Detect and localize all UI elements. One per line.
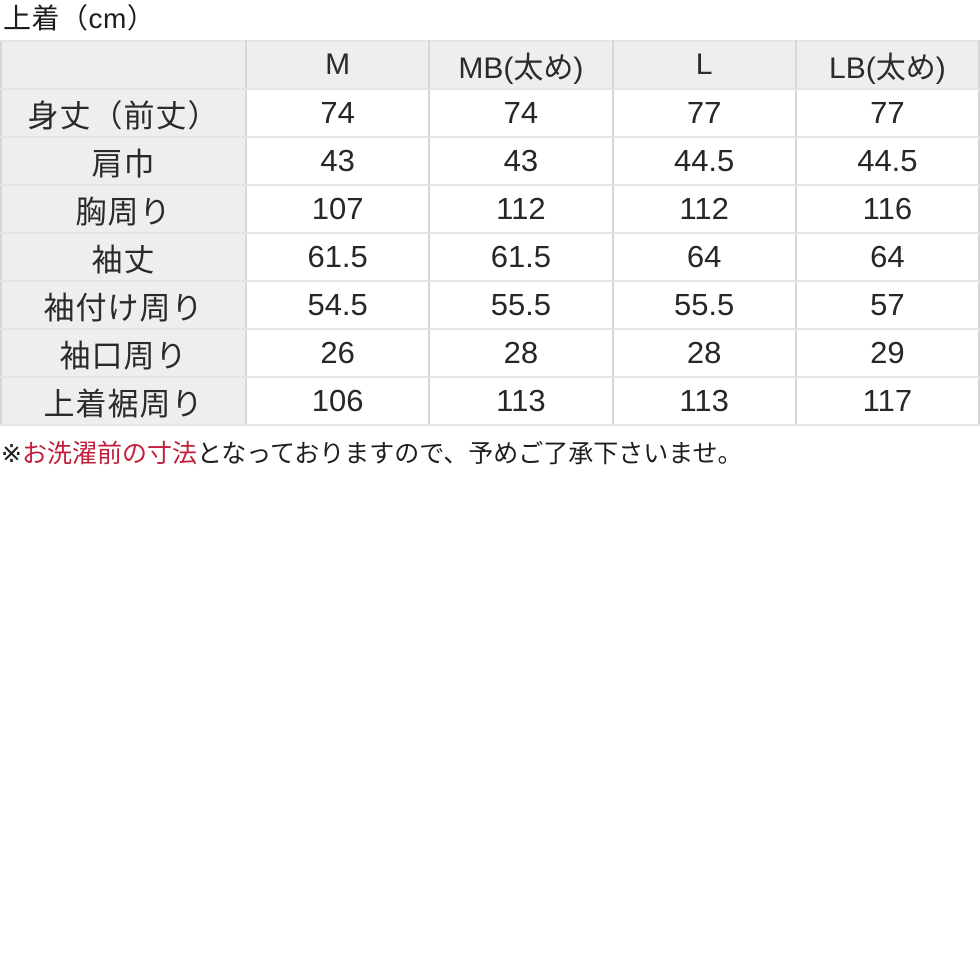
table-row: 身丈（前丈） 74 74 77 77 xyxy=(0,88,980,138)
size-value-cell: 107 xyxy=(244,184,431,234)
size-value-cell: 74 xyxy=(244,88,431,138)
table-row: 袖口周り 26 28 28 29 xyxy=(0,328,980,378)
size-value-cell: 116 xyxy=(794,184,980,234)
size-value-cell: 77 xyxy=(794,88,980,138)
column-header-1: M xyxy=(244,40,431,90)
column-header-2: MB(太め) xyxy=(428,40,614,90)
column-header-4: LB(太め) xyxy=(794,40,980,90)
size-value-cell: 64 xyxy=(794,232,980,282)
size-value-cell: 113 xyxy=(428,376,614,426)
page-title: 上着（cm） xyxy=(3,3,156,34)
row-label: 袖口周り xyxy=(0,328,247,378)
table-row: 肩巾 43 43 44.5 44.5 xyxy=(0,136,980,186)
size-value-cell: 28 xyxy=(611,328,797,378)
size-value-cell: 44.5 xyxy=(611,136,797,186)
note-rest: となっておりますので、予めご了承下さいませ。 xyxy=(196,440,743,468)
size-value-cell: 54.5 xyxy=(244,280,431,330)
size-value-cell: 44.5 xyxy=(794,136,980,186)
corner-cell xyxy=(0,40,247,90)
size-value-cell: 55.5 xyxy=(428,280,614,330)
note-highlight: お洗濯前の寸法 xyxy=(21,440,197,468)
size-value-cell: 61.5 xyxy=(244,232,431,282)
size-value-cell: 28 xyxy=(428,328,614,378)
size-note: ※お洗濯前の寸法となっておりますので、予めご了承下さいませ。 xyxy=(1,438,980,470)
size-value-cell: 77 xyxy=(611,88,797,138)
size-value-cell: 112 xyxy=(428,184,614,234)
size-value-cell: 43 xyxy=(428,136,614,186)
header-row: M MB(太め) L LB(太め) xyxy=(0,40,980,90)
row-label: 袖付け周り xyxy=(0,280,247,330)
size-value-cell: 106 xyxy=(244,376,431,426)
row-label: 袖丈 xyxy=(0,232,247,282)
table-row: 袖付け周り 54.5 55.5 55.5 57 xyxy=(0,280,980,330)
size-value-cell: 29 xyxy=(794,328,980,378)
row-label: 上着裾周り xyxy=(0,376,247,426)
row-label: 肩巾 xyxy=(0,136,247,186)
size-value-cell: 61.5 xyxy=(428,232,614,282)
note-prefix: ※ xyxy=(1,440,22,468)
row-label: 胸周り xyxy=(0,184,247,234)
row-label: 身丈（前丈） xyxy=(0,88,247,138)
size-table-body: 身丈（前丈） 74 74 77 77 肩巾 43 43 44.5 44.5 胸周り 107 112 112… xyxy=(0,88,980,426)
size-table-header: M MB(太め) L LB(太め) xyxy=(0,40,980,90)
size-value-cell: 112 xyxy=(611,184,797,234)
column-header-3: L xyxy=(611,40,797,90)
size-value-cell: 117 xyxy=(794,376,980,426)
size-value-cell: 74 xyxy=(428,88,614,138)
size-value-cell: 113 xyxy=(611,376,797,426)
size-value-cell: 57 xyxy=(794,280,980,330)
table-row: 袖丈 61.5 61.5 64 64 xyxy=(0,232,980,282)
size-value-cell: 64 xyxy=(611,232,797,282)
table-row: 胸周り 107 112 112 116 xyxy=(0,184,980,234)
table-row: 上着裾周り 106 113 113 117 xyxy=(0,376,980,426)
size-value-cell: 26 xyxy=(244,328,431,378)
size-value-cell: 55.5 xyxy=(611,280,797,330)
size-value-cell: 43 xyxy=(244,136,431,186)
size-table: M MB(太め) L LB(太め) 身丈（前丈） 74 74 77 77 肩巾 43 43 44.5 4… xyxy=(0,40,980,426)
